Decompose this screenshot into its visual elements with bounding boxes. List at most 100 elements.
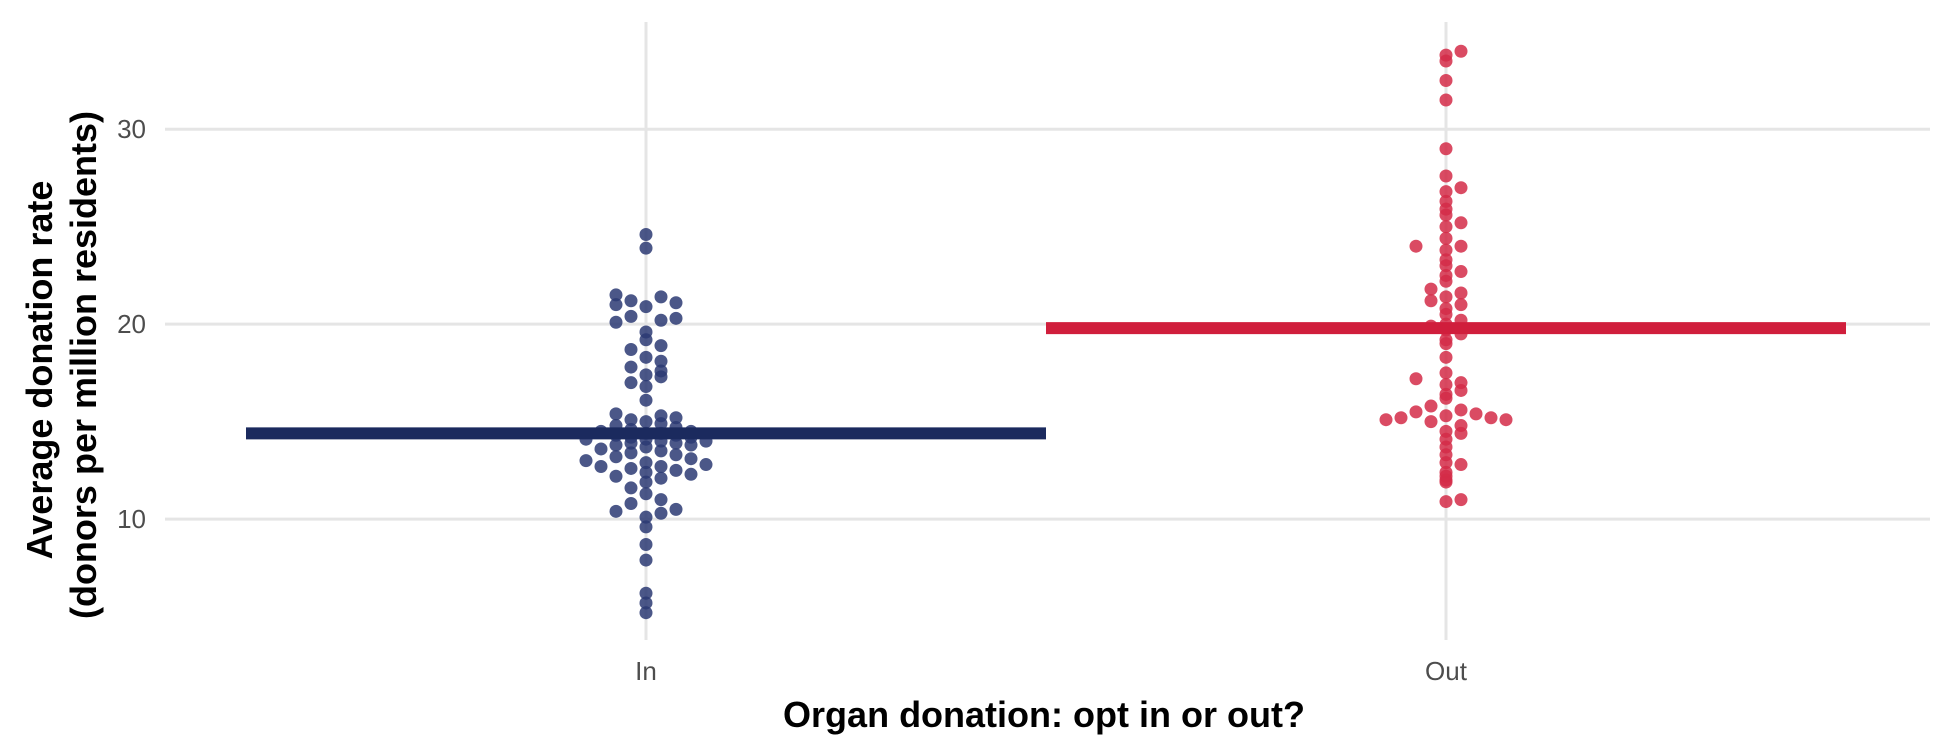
data-point (1454, 44, 1468, 58)
data-point (639, 586, 653, 600)
data-point (639, 440, 653, 454)
data-point (1379, 413, 1393, 427)
data-point (1409, 239, 1423, 253)
y-axis-title-line2: (donors per million residents) (63, 111, 104, 619)
data-point (654, 471, 668, 485)
data-point (1439, 54, 1453, 68)
data-point (1439, 366, 1453, 380)
x-axis-title: Organ donation: opt in or out? (783, 694, 1305, 735)
data-point (1439, 142, 1453, 156)
data-point (1424, 294, 1438, 308)
data-point (609, 315, 623, 329)
data-point (669, 411, 683, 425)
data-point (1499, 413, 1513, 427)
data-point (1469, 407, 1483, 421)
data-point (639, 553, 653, 567)
data-point (1484, 411, 1498, 425)
data-point (1409, 372, 1423, 386)
x-tick-label: Out (1425, 656, 1468, 686)
data-point (1454, 286, 1468, 300)
data-point (1439, 391, 1453, 405)
data-point (1439, 290, 1453, 304)
data-point (1439, 350, 1453, 364)
data-point (624, 413, 638, 427)
data-point (624, 376, 638, 390)
data-point (624, 481, 638, 495)
data-point (639, 227, 653, 241)
data-point (1454, 239, 1468, 253)
data-point (1439, 220, 1453, 234)
y-axis-title-line1: Average donation rate (19, 181, 60, 560)
data-point (654, 339, 668, 353)
data-point (609, 438, 623, 452)
data-point (669, 463, 683, 477)
data-point (624, 446, 638, 460)
data-point (639, 520, 653, 534)
data-point (1439, 73, 1453, 87)
data-point (654, 506, 668, 520)
x-tick-label: In (635, 656, 657, 686)
data-point (684, 452, 698, 466)
data-point (1454, 265, 1468, 279)
data-point (654, 417, 668, 431)
data-point (669, 436, 683, 450)
data-point (609, 450, 623, 464)
data-point (639, 596, 653, 610)
data-point (1454, 181, 1468, 195)
mean-lines-layer (246, 322, 1846, 440)
data-point (1454, 383, 1468, 397)
data-point (639, 510, 653, 524)
data-point (1424, 399, 1438, 413)
data-point (639, 368, 653, 382)
data-point (669, 448, 683, 462)
data-point (654, 370, 668, 384)
data-point (639, 537, 653, 551)
data-point (1439, 409, 1453, 423)
points-layer (579, 44, 1513, 620)
data-point (579, 454, 593, 468)
data-point (624, 294, 638, 308)
data-point (1424, 415, 1438, 429)
data-point (1454, 493, 1468, 507)
data-point (639, 415, 653, 429)
data-point (609, 298, 623, 312)
data-point (1439, 495, 1453, 509)
y-axis-title: Average donation rate (donors per millio… (19, 111, 104, 619)
data-point (639, 350, 653, 364)
data-point (609, 288, 623, 302)
data-point (669, 311, 683, 325)
data-point (639, 380, 653, 394)
data-point (594, 459, 608, 473)
data-point (1394, 411, 1408, 425)
y-tick-label: 10 (117, 504, 146, 534)
data-point (639, 333, 653, 347)
data-point (1439, 337, 1453, 351)
data-point (624, 461, 638, 475)
data-point (1439, 274, 1453, 288)
data-point (1439, 456, 1453, 470)
data-point (639, 241, 653, 255)
data-point (654, 313, 668, 327)
data-point (624, 343, 638, 357)
data-point (1454, 298, 1468, 312)
data-point (624, 309, 638, 323)
data-point (639, 300, 653, 314)
data-point (639, 487, 653, 501)
data-point (654, 444, 668, 458)
data-point (654, 354, 668, 368)
data-point (654, 459, 668, 473)
data-point (624, 436, 638, 450)
data-point (1454, 403, 1468, 417)
data-point (639, 606, 653, 620)
data-point (654, 290, 668, 304)
y-tick-label: 30 (117, 114, 146, 144)
data-point (1454, 216, 1468, 230)
data-point (1424, 282, 1438, 296)
data-point (684, 467, 698, 481)
data-point (654, 493, 668, 507)
data-point (639, 456, 653, 470)
data-point (594, 442, 608, 456)
data-point (1439, 259, 1453, 273)
y-tick-label: 20 (117, 309, 146, 339)
